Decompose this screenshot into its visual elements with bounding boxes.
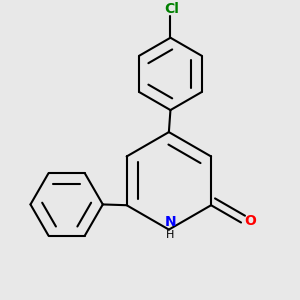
Text: N: N	[165, 215, 176, 229]
Text: Cl: Cl	[165, 2, 179, 16]
Text: H: H	[166, 230, 175, 240]
Text: O: O	[244, 214, 256, 228]
